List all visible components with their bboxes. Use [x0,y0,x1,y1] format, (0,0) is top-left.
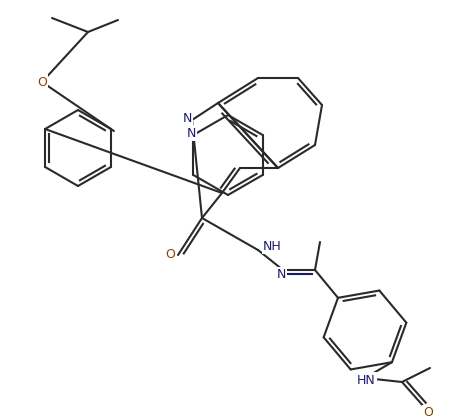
Text: O: O [422,406,432,419]
Text: O: O [165,248,174,261]
Text: NH: NH [263,240,281,253]
Text: HN: HN [356,373,375,386]
Text: N: N [186,127,196,140]
Text: O: O [37,75,47,88]
Text: N: N [276,269,285,282]
Text: N: N [182,111,191,124]
